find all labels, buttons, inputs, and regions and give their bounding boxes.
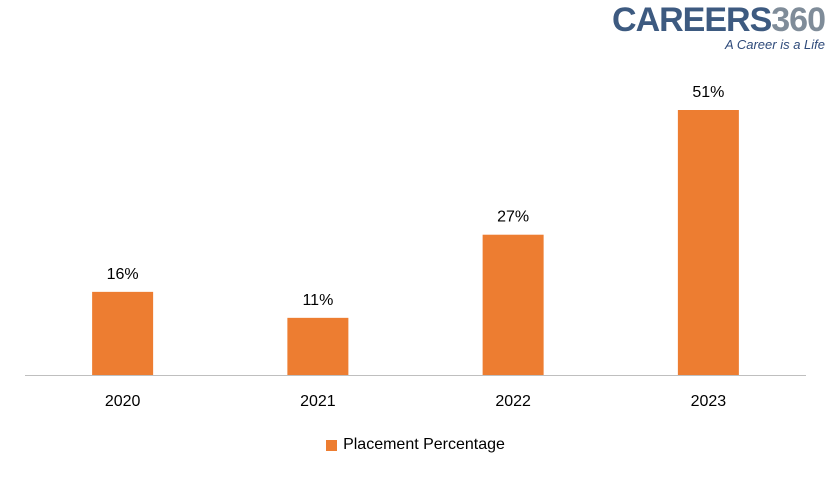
data-label-2023: 51% [692, 84, 724, 101]
data-label-2022: 27% [497, 209, 529, 226]
x-tick-label-2022: 2022 [495, 393, 531, 410]
x-tick-label-2020: 2020 [105, 393, 141, 410]
logo-tagline: A Career is a Life [725, 37, 825, 52]
x-tick-label-2021: 2021 [300, 393, 336, 410]
data-labels-group: 16% 11% 27% 51% [107, 84, 725, 309]
x-tick-labels-group: 2020 2021 2022 2023 [105, 393, 726, 410]
bar-2023 [677, 110, 739, 375]
data-label-2020: 16% [107, 266, 139, 283]
chart-legend: Placement Percentage [0, 436, 831, 454]
x-tick-label-2023: 2023 [691, 393, 727, 410]
bar-2022 [482, 234, 544, 375]
bar-2020 [92, 291, 154, 375]
logo-wordmark-part2: 360 [771, 1, 826, 39]
logo-wordmark-part1: CAREERS [612, 1, 772, 39]
bar-2021 [287, 317, 349, 375]
logo-wordmark: CAREERS360 [612, 1, 826, 39]
data-label-2021: 11% [302, 292, 333, 309]
bars-group [92, 110, 739, 375]
careers360-logo: CAREERS360 A Career is a Life [612, 1, 826, 52]
legend-swatch [326, 439, 338, 451]
legend-label: Placement Percentage [343, 436, 505, 453]
